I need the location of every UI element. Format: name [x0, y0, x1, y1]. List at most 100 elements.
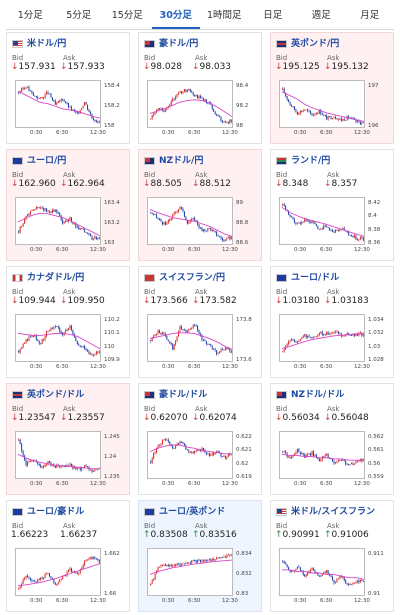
card-title[interactable]: 米ドル/スイスフラン	[276, 506, 375, 518]
mini-chart[interactable]: 1.662 1.66 0:30 6:30 12:30	[12, 545, 126, 609]
candle-body	[25, 459, 27, 466]
mini-chart[interactable]: 110.2 110.1 110 109.9 0:30 6:30 12:30	[12, 311, 126, 375]
candle-body	[211, 104, 213, 109]
card-title[interactable]: NZドル/ドル	[276, 389, 344, 401]
mini-chart[interactable]: 0.562 0.561 0.56 0.559 0:30 6:30 12:30	[276, 428, 390, 492]
rate-card[interactable]: ランド/円 Bid Ask ↓8.348 ↓8.357 8.42 8.4 8.38 8…	[270, 149, 394, 261]
tab-2[interactable]: 15分足	[111, 10, 143, 21]
rate-card[interactable]: 米ドル/円 Bid Ask ↓157.931 ↓157.933 158.4 158…	[6, 32, 130, 144]
candlestick-chart	[149, 437, 232, 465]
candle-body	[330, 116, 332, 119]
mini-chart[interactable]: 163.4 163.2 163 0:30 6:30 12:30	[12, 194, 126, 258]
candle-body	[351, 235, 353, 237]
eu-flag-icon	[144, 508, 155, 516]
candle-body	[89, 353, 91, 355]
candle-body	[56, 584, 58, 586]
mini-chart[interactable]: 158.4 158.2 158 0:30 6:30 12:30	[12, 77, 126, 141]
tab-6[interactable]: 週足	[311, 10, 331, 21]
rate-card[interactable]: ユーロ/英ポンド Bid Ask ↑0.83508 ↑0.83516 0.834…	[138, 500, 262, 612]
card-title[interactable]: 豪ドル/ドル	[144, 389, 207, 401]
ask-value: ↓8.357	[324, 179, 357, 189]
card-title[interactable]: 豪ドル/円	[144, 38, 198, 50]
rate-card[interactable]: 英ポンド/円 Bid Ask ↓195.125 ↓195.132 197 196 0…	[270, 32, 394, 144]
card-title[interactable]: ユーロ/英ポンド	[144, 506, 225, 518]
candle-body	[324, 455, 326, 457]
candle-body	[285, 205, 287, 210]
mini-chart[interactable]: 173.8 173.6 0:30 6:30 12:30	[144, 311, 258, 375]
candle-body	[348, 333, 350, 335]
mini-chart[interactable]: 89 88.8 88.6 0:30 6:30 12:30	[144, 194, 258, 258]
candle-body	[157, 567, 159, 572]
rate-card[interactable]: 英ポンド/ドル Bid Ask ↓1.23547 ↓1.23557 1.245 1…	[6, 383, 130, 495]
bid-label: Bid	[276, 522, 288, 530]
mini-chart[interactable]: 197 196 0:30 6:30 12:30	[276, 77, 390, 141]
rate-card[interactable]: 米ドル/スイスフラン Bid Ask ↑0.90991 ↑0.91006 0.9…	[270, 500, 394, 612]
candle-body	[59, 466, 61, 468]
candle-body	[314, 114, 316, 116]
candle-body	[342, 460, 344, 461]
mini-chart[interactable]: 1.245 1.24 1.235 0:30 6:30 12:30	[12, 428, 126, 492]
rate-card[interactable]: 豪ドル/円 Bid Ask ↓98.028 ↓98.033 98.4 98.2 98…	[138, 32, 262, 144]
candle-body	[94, 236, 96, 239]
candle-body	[19, 349, 21, 353]
candle-body	[59, 327, 61, 332]
card-title[interactable]: ユーロ/円	[12, 155, 66, 167]
rate-card[interactable]: ユーロ/ドル Bid Ask ↓1.03180 ↓1.03183 1.034 1.…	[270, 266, 394, 378]
card-title[interactable]: 米ドル/円	[12, 38, 66, 50]
candle-body	[351, 584, 353, 585]
card-title[interactable]: ユーロ/豪ドル	[12, 506, 84, 518]
candle-body	[28, 86, 30, 91]
rate-card[interactable]: 豪ドル/ドル Bid Ask ↓0.62070 ↓0.62074 0.622 0.…	[138, 383, 262, 495]
candle-body	[289, 456, 291, 458]
candle-body	[192, 560, 194, 561]
tab-7[interactable]: 月足	[360, 10, 380, 21]
tab-1[interactable]: 5分足	[66, 10, 92, 21]
mini-chart[interactable]: 1.034 1.032 1.03 1.028 0:30 6:30 12:30	[276, 311, 390, 375]
card-title[interactable]: スイスフラン/円	[144, 272, 225, 284]
rate-card[interactable]: スイスフラン/円 Bid Ask ↓173.566 ↓173.582 173.8…	[138, 266, 262, 378]
tab-5[interactable]: 日足	[263, 10, 283, 21]
rate-card[interactable]: NZドル/円 Bid Ask ↓88.505 ↓88.512 89 88.8 88.…	[138, 149, 262, 261]
candle-body	[337, 229, 339, 231]
candle-body	[159, 108, 161, 110]
mini-chart[interactable]: 8.42 8.4 8.38 8.36 0:30 6:30 12:30	[276, 194, 390, 258]
candle-body	[192, 451, 194, 454]
candle-body	[351, 117, 353, 119]
rate-card[interactable]: NZドル/ドル Bid Ask ↓0.56034 ↓0.56048 0.562 0…	[270, 383, 394, 495]
card-title[interactable]: NZドル/円	[144, 155, 203, 167]
card-title[interactable]: カナダドル/円	[12, 272, 84, 284]
mini-chart[interactable]: 0.834 0.832 0.83 0:30 6:30 12:30	[144, 545, 258, 609]
card-title[interactable]: 英ポンド/円	[276, 38, 339, 50]
candle-body	[28, 336, 30, 341]
candle-body	[333, 231, 335, 233]
candle-body	[355, 119, 357, 122]
candle-body	[62, 575, 64, 580]
mini-chart[interactable]: 98.4 98.2 98 0:30 6:30 12:30	[144, 77, 258, 141]
candle-body	[167, 339, 169, 342]
candle-body	[56, 326, 58, 327]
rate-card[interactable]: ユーロ/円 Bid Ask ↓162.960 ↓162.964 163.4 163…	[6, 149, 130, 261]
pair-name: 英ポンド/円	[291, 39, 340, 49]
candle-body	[289, 214, 291, 217]
candle-body	[204, 559, 206, 562]
tab-0[interactable]: 1分足	[17, 10, 43, 21]
candle-body	[54, 209, 56, 212]
rate-card[interactable]: カナダドル/円 Bid Ask ↓109.944 ↓109.950 110.2 1…	[6, 266, 130, 378]
mini-chart[interactable]: 0.622 0.621 0.62 0.619 0:30 6:30 12:30	[144, 428, 258, 492]
tab-4[interactable]: 1時間足	[206, 10, 242, 21]
trend-arrow-icon: ↓	[192, 413, 200, 423]
bid-label: Bid	[12, 522, 24, 530]
rate-card[interactable]: ユーロ/豪ドル Bid Ask 1.66223 1.66237 1.662 1.6…	[6, 500, 130, 612]
candle-body	[53, 100, 55, 102]
candle-body	[47, 461, 49, 465]
card-title[interactable]: ランド/円	[276, 155, 330, 167]
ask-label: Ask	[327, 288, 340, 296]
card-title[interactable]: ユーロ/ドル	[276, 272, 339, 284]
bid-label: Bid	[144, 522, 156, 530]
bid-value: ↑0.83508	[143, 530, 188, 540]
candle-body	[226, 555, 228, 558]
tab-3[interactable]: 30分足	[151, 4, 200, 29]
pair-name: ユーロ/円	[27, 156, 67, 166]
mini-chart[interactable]: 0.911 0.91 0:30 6:30 12:30	[276, 545, 390, 609]
card-title[interactable]: 英ポンド/ドル	[12, 389, 84, 401]
